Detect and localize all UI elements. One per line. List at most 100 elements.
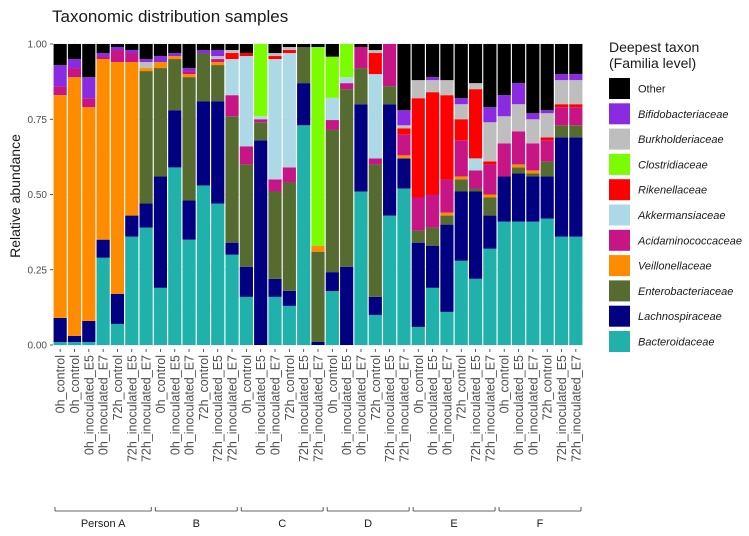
y-tick-label: 0.25 — [28, 265, 48, 276]
bar-stack — [182, 44, 196, 345]
x-tick-label: 0h_inoculated_E5 — [254, 355, 268, 455]
bar-segment — [325, 291, 339, 345]
bar-segment — [268, 296, 282, 345]
x-tick-label: 0h_control — [154, 355, 168, 413]
bar-segment — [554, 107, 569, 126]
bar-segment — [468, 188, 483, 192]
bar-segment — [368, 158, 382, 165]
x-tick-label: 0h_inoculated_E7 — [183, 355, 197, 455]
bar-segment — [125, 62, 139, 216]
group-label: D — [364, 518, 372, 530]
bar-segment — [254, 140, 268, 345]
bar-segment — [340, 266, 354, 345]
x-tick-label: 72h_control — [541, 355, 555, 420]
bar-segment — [225, 53, 239, 60]
x-tick-label: 0h_inoculated_E7 — [526, 355, 540, 455]
bar-segment — [182, 68, 196, 72]
x-tick-label: 72h_control — [111, 355, 125, 420]
x-tick-label: 72h_inoculated_E5 — [297, 355, 311, 462]
bar-segment — [168, 53, 182, 57]
bar-segment — [511, 164, 526, 168]
bar-segment — [383, 104, 397, 216]
x-tick-label: 0h_inoculated_E7 — [440, 355, 454, 455]
bar-stack — [196, 44, 210, 345]
y-tick-label: 0.75 — [28, 115, 48, 126]
bar-segment — [239, 296, 253, 345]
bar-segment — [182, 71, 196, 75]
bar-stack — [383, 44, 397, 345]
bar-segment — [325, 272, 339, 292]
bar-segment — [554, 125, 569, 138]
bar-segment — [526, 143, 540, 171]
bar-segment — [268, 59, 282, 180]
bar-segment — [110, 44, 125, 48]
bar-segment — [325, 120, 339, 130]
bar-segment — [497, 95, 511, 117]
bar-stack — [454, 44, 468, 345]
x-tick-label: 0h_inoculated_E5 — [512, 355, 526, 455]
x-tick-label: 72h_inoculated_E7 — [483, 355, 497, 462]
group-label: Person A — [81, 518, 126, 530]
bar-segment — [483, 107, 497, 123]
bar-stack — [511, 44, 526, 345]
bar-segment — [540, 44, 554, 111]
bar-segment — [454, 176, 468, 180]
bar-segment — [440, 179, 454, 213]
bar-segment — [254, 119, 268, 123]
bar-segment — [125, 215, 139, 237]
bar-segment — [67, 77, 82, 336]
bar-segment — [67, 341, 82, 345]
bar-segment — [440, 224, 454, 312]
bar-segment — [96, 56, 110, 60]
bar-segment — [196, 101, 210, 186]
bar-segment — [297, 125, 311, 346]
bar-segment — [454, 179, 468, 192]
y-axis-label-group: Relative abundance — [7, 134, 23, 258]
bar-segment — [96, 59, 110, 240]
legend-title: Deepest taxon — [609, 39, 699, 55]
bar-segment — [497, 221, 511, 345]
bar-segment — [225, 116, 239, 243]
bar-segment — [368, 74, 382, 159]
y-axis-ticks: 0.00 0.25 0.50 0.75 1.00 — [28, 40, 53, 352]
bar-segment — [526, 221, 540, 345]
group-label: C — [278, 518, 286, 530]
x-tick-label: 72h_inoculated_E7 — [569, 355, 583, 462]
bar-stack — [569, 44, 583, 345]
bar-segment — [497, 176, 511, 222]
bar-segment — [182, 74, 196, 78]
bar-segment — [540, 110, 554, 114]
bar-segment — [125, 236, 139, 345]
x-tick-label: 72h_control — [369, 355, 383, 420]
bar-stack — [325, 44, 339, 345]
bar-segment — [239, 164, 253, 267]
bar-segment — [168, 59, 182, 111]
bar-segment — [540, 218, 554, 345]
bar-segment — [454, 140, 468, 177]
bar-segment — [110, 323, 125, 345]
x-tick-label: 0h_inoculated_E5 — [426, 355, 440, 455]
group-labels: Person A B C D E F — [54, 507, 582, 530]
legend-item: Other — [609, 78, 666, 99]
bar-segment — [483, 248, 497, 345]
bar-segment — [569, 236, 583, 345]
legend-swatch — [609, 128, 630, 150]
bar-stack — [411, 44, 425, 345]
bar-stack — [426, 44, 440, 345]
bar-segment — [139, 71, 153, 204]
legend-label: Enterobacteriaceae — [638, 286, 733, 298]
bar-segment — [368, 314, 382, 345]
bar-segment — [454, 98, 468, 105]
bar-segment — [67, 335, 82, 342]
legend-swatch — [609, 305, 630, 327]
x-tick-label: 72h_inoculated_E7 — [226, 355, 240, 462]
bar-segment — [153, 68, 168, 177]
bar-segment — [311, 341, 325, 345]
bar-segment — [411, 326, 425, 345]
bar-segment — [311, 245, 325, 252]
x-tick-label: 72h_control — [197, 355, 211, 420]
bar-segment — [168, 167, 182, 345]
bar-segment — [440, 80, 454, 96]
bar-segment — [139, 44, 153, 60]
legend-swatch — [609, 255, 630, 277]
